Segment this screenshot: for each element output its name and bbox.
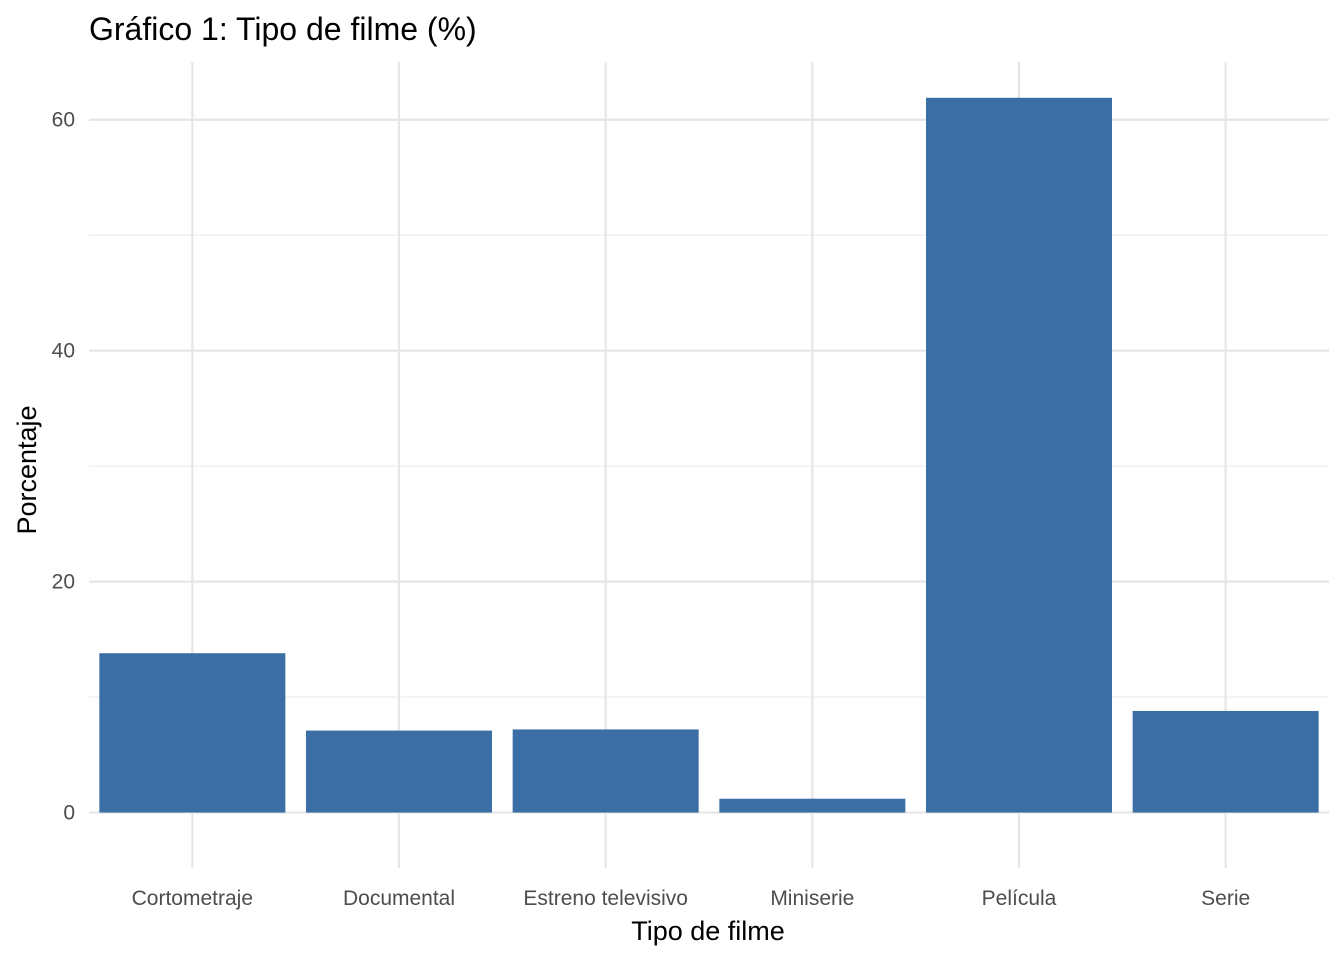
bar-cortometraje: [99, 653, 286, 813]
chart-title: Gráfico 1: Tipo de filme (%): [89, 11, 477, 47]
x-tick-label: Cortometraje: [132, 887, 253, 910]
y-tick-labels: 0 20 40 60: [52, 109, 75, 825]
x-tick-label: Estreno televisivo: [523, 887, 688, 910]
bar-documental: [306, 730, 492, 813]
bar-serie: [1132, 710, 1319, 813]
x-tick-labels: Cortometraje Documental Estreno televisivo…: [132, 887, 1251, 910]
x-tick-label: Serie: [1201, 887, 1250, 910]
y-tick-label: 20: [52, 571, 75, 594]
bar-película: [926, 97, 1112, 813]
bar-layer: [99, 97, 1319, 813]
bar-miniserie: [719, 798, 906, 813]
x-tick-label: Película: [982, 887, 1057, 910]
y-axis-title: Porcentaje: [12, 405, 42, 534]
x-tick-label: Documental: [343, 887, 455, 910]
bar-estreno-televisivo: [512, 729, 699, 813]
x-tick-label: Miniserie: [770, 887, 854, 910]
y-tick-label: 60: [52, 109, 75, 132]
x-axis-title: Tipo de filme: [631, 916, 785, 946]
y-tick-label: 0: [63, 802, 75, 825]
y-tick-label: 40: [52, 340, 75, 363]
